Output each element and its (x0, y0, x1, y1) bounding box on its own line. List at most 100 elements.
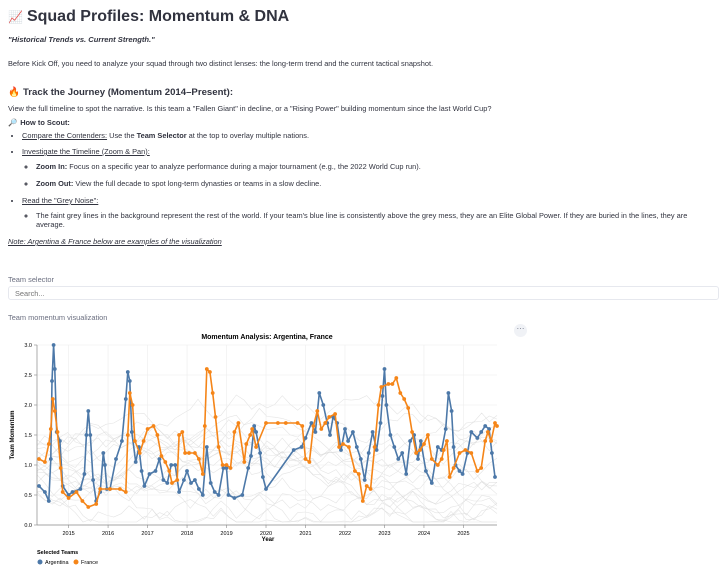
data-point-argentina[interactable] (449, 409, 454, 413)
data-point-argentina[interactable] (429, 481, 434, 485)
data-point-france[interactable] (360, 499, 365, 503)
data-point-france[interactable] (410, 430, 414, 434)
data-point-france[interactable] (368, 487, 373, 491)
data-point-argentina[interactable] (185, 469, 189, 473)
data-point-france[interactable] (356, 472, 361, 476)
data-point-argentina[interactable] (490, 451, 494, 455)
data-point-france[interactable] (315, 409, 320, 413)
data-point-france[interactable] (180, 430, 185, 434)
data-point-argentina[interactable] (291, 448, 296, 452)
data-point-argentina[interactable] (165, 481, 170, 485)
data-point-france[interactable] (254, 445, 258, 449)
data-point-argentina[interactable] (43, 490, 47, 494)
data-point-france[interactable] (353, 469, 357, 473)
data-point-france[interactable] (74, 490, 79, 494)
data-point-argentina[interactable] (70, 490, 75, 494)
data-point-argentina[interactable] (246, 466, 251, 470)
data-point-argentina[interactable] (37, 484, 41, 488)
data-point-france[interactable] (475, 469, 480, 473)
data-point-argentina[interactable] (48, 457, 53, 461)
data-point-france[interactable] (402, 397, 407, 401)
data-point-france[interactable] (244, 442, 249, 446)
momentum-chart[interactable]: Momentum Analysis: Argentina, France 0.0… (0, 328, 530, 573)
data-point-france[interactable] (58, 466, 63, 470)
data-point-argentina[interactable] (408, 439, 412, 443)
data-point-argentina[interactable] (129, 430, 134, 434)
data-point-argentina[interactable] (173, 463, 178, 467)
data-point-france[interactable] (127, 391, 132, 395)
data-point-france[interactable] (479, 466, 484, 470)
data-point-france[interactable] (390, 382, 395, 386)
team-search-input[interactable] (8, 286, 719, 300)
data-point-argentina[interactable] (197, 487, 201, 491)
data-point-argentina[interactable] (451, 445, 456, 449)
data-point-argentina[interactable] (446, 391, 451, 395)
data-point-argentina[interactable] (193, 478, 197, 482)
data-point-france[interactable] (197, 457, 201, 461)
data-point-argentina[interactable] (52, 367, 57, 371)
data-point-france[interactable] (426, 433, 430, 437)
data-point-france[interactable] (98, 487, 103, 491)
data-point-argentina[interactable] (299, 445, 304, 449)
data-point-argentina[interactable] (120, 439, 124, 443)
data-point-france[interactable] (435, 463, 440, 467)
data-point-argentina[interactable] (313, 430, 318, 434)
data-point-argentina[interactable] (114, 457, 118, 461)
data-point-france[interactable] (55, 430, 60, 434)
data-point-argentina[interactable] (443, 427, 448, 431)
data-point-argentina[interactable] (216, 493, 221, 497)
data-point-argentina[interactable] (346, 439, 350, 443)
data-point-france[interactable] (483, 439, 488, 443)
data-point-argentina[interactable] (147, 472, 152, 476)
data-point-france[interactable] (300, 424, 305, 428)
data-point-france[interactable] (495, 424, 499, 428)
data-point-argentina[interactable] (200, 493, 205, 497)
data-point-france[interactable] (398, 391, 403, 395)
data-point-argentina[interactable] (475, 436, 480, 440)
data-point-argentina[interactable] (303, 436, 308, 440)
data-point-france[interactable] (303, 457, 308, 461)
data-point-france[interactable] (108, 487, 112, 491)
data-point-argentina[interactable] (123, 397, 128, 401)
data-point-france[interactable] (52, 409, 57, 413)
data-point-argentina[interactable] (157, 457, 162, 461)
data-point-argentina[interactable] (182, 478, 186, 482)
data-point-france[interactable] (216, 445, 221, 449)
data-point-france[interactable] (175, 478, 180, 482)
data-point-argentina[interactable] (483, 424, 488, 428)
data-point-france[interactable] (323, 421, 328, 425)
data-point-france[interactable] (210, 391, 215, 395)
data-point-france[interactable] (250, 427, 255, 431)
data-point-argentina[interactable] (133, 460, 138, 464)
data-point-france[interactable] (264, 421, 268, 425)
data-point-france[interactable] (167, 469, 172, 473)
data-point-france[interactable] (441, 448, 446, 452)
data-point-france[interactable] (183, 451, 188, 455)
data-point-france[interactable] (48, 427, 53, 431)
data-point-france[interactable] (236, 421, 241, 425)
data-point-argentina[interactable] (204, 445, 209, 449)
data-point-argentina[interactable] (88, 433, 93, 437)
data-point-argentina[interactable] (258, 451, 262, 455)
data-point-france[interactable] (224, 463, 229, 467)
data-point-argentina[interactable] (261, 475, 265, 479)
data-point-france[interactable] (213, 415, 218, 419)
data-point-argentina[interactable] (362, 478, 367, 482)
data-point-argentina[interactable] (418, 439, 423, 443)
data-point-argentina[interactable] (374, 448, 379, 452)
data-point-argentina[interactable] (264, 487, 268, 491)
data-point-france[interactable] (307, 460, 312, 464)
data-point-argentina[interactable] (50, 379, 54, 383)
data-point-france[interactable] (220, 463, 225, 467)
data-point-france[interactable] (486, 430, 490, 434)
legend-label-argentina[interactable]: Argentina (45, 560, 69, 566)
data-point-argentina[interactable] (392, 445, 397, 449)
data-point-argentina[interactable] (212, 490, 217, 494)
data-point-argentina[interactable] (487, 427, 491, 431)
data-point-argentina[interactable] (249, 454, 253, 458)
data-point-france[interactable] (283, 421, 288, 425)
data-point-france[interactable] (276, 421, 280, 425)
data-point-argentina[interactable] (469, 430, 474, 434)
data-point-france[interactable] (445, 439, 449, 443)
data-point-france[interactable] (319, 427, 324, 431)
